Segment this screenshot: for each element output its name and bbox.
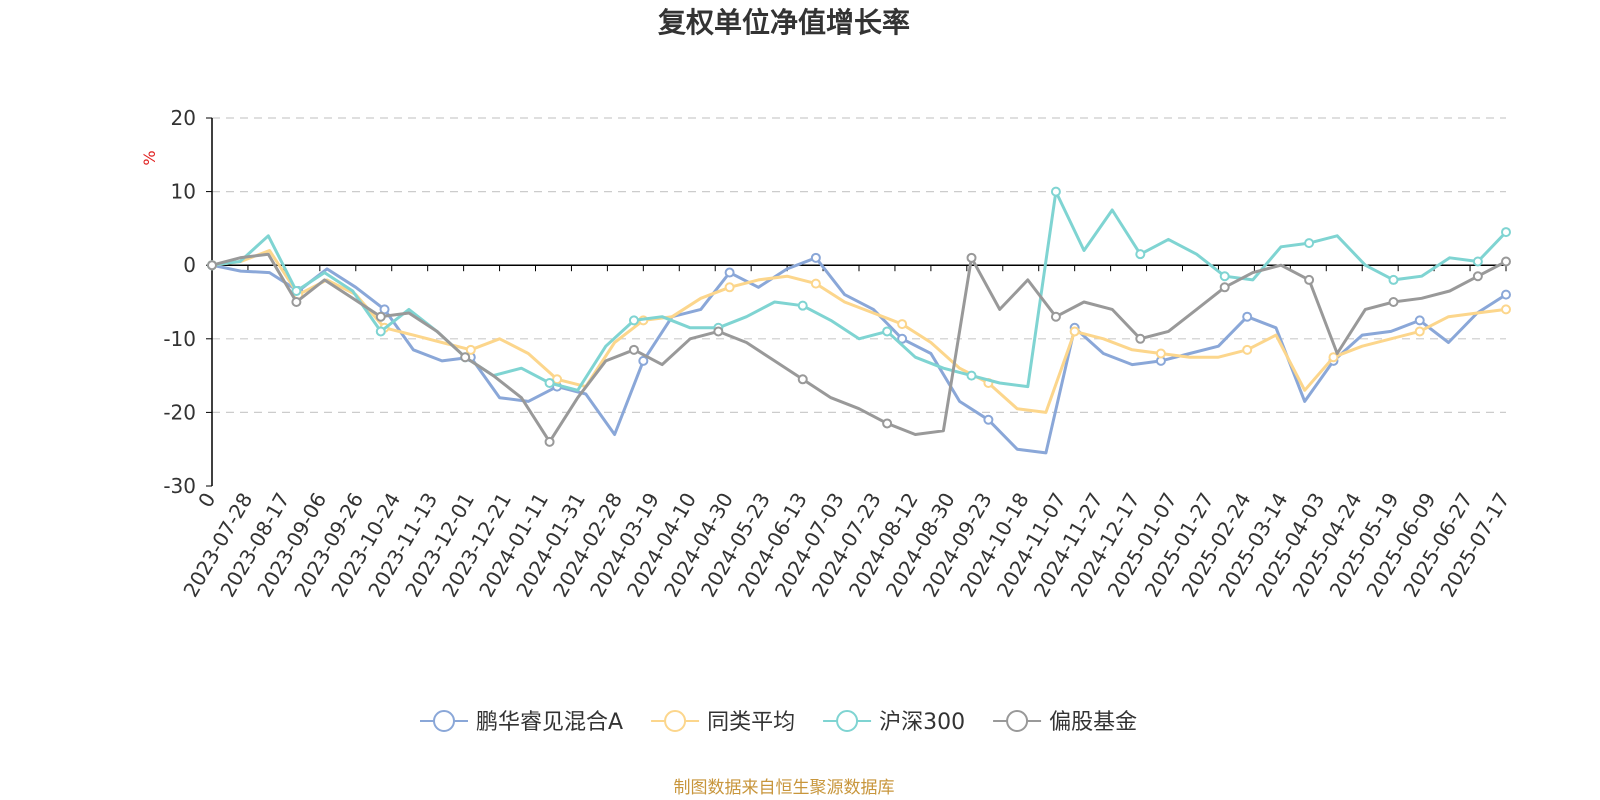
series-line	[211, 252, 1507, 444]
series-lines	[207, 186, 1511, 455]
axes: 20100-10-20-3002023-07-282023-08-172023-…	[163, 106, 1514, 601]
y-tick-label: -10	[163, 327, 196, 351]
data-point	[638, 355, 649, 366]
data-point	[1135, 249, 1146, 260]
legend-label: 偏股基金	[1049, 710, 1137, 735]
data-point	[1472, 256, 1483, 267]
legend-marker	[836, 710, 859, 732]
data-point	[1050, 311, 1061, 322]
data-point	[1242, 344, 1253, 355]
data-point	[1219, 271, 1230, 282]
data-point	[810, 278, 821, 289]
source-note: 制图数据来自恒生聚源数据库	[674, 778, 895, 798]
y-tick-label: 0	[183, 253, 196, 277]
data-point	[552, 374, 563, 385]
data-point	[1304, 274, 1315, 285]
data-point	[1155, 348, 1166, 359]
y-tick-label: 20	[171, 106, 196, 130]
data-point	[291, 285, 302, 296]
legend-item: 同类平均	[651, 710, 795, 735]
x-tick-label: 0	[193, 489, 220, 512]
data-point	[1135, 333, 1146, 344]
data-point	[628, 315, 639, 326]
data-point	[966, 252, 977, 263]
data-point	[983, 414, 994, 425]
data-point	[1501, 227, 1511, 238]
data-point	[724, 282, 735, 293]
data-point	[797, 300, 808, 311]
data-point	[1501, 289, 1511, 300]
data-point	[544, 377, 555, 388]
data-point	[1414, 315, 1425, 326]
data-point	[797, 374, 808, 385]
data-point	[1388, 297, 1399, 307]
data-point	[291, 297, 302, 307]
y-axis-label: %	[140, 150, 159, 165]
data-point	[897, 333, 908, 344]
legend-item: 偏股基金	[993, 710, 1137, 735]
data-point	[1501, 304, 1511, 315]
data-point	[1328, 352, 1339, 363]
legend-label: 沪深300	[879, 710, 965, 735]
data-point	[713, 326, 724, 337]
data-point	[207, 260, 217, 271]
data-point	[1242, 311, 1253, 322]
data-point	[810, 252, 821, 263]
chart-title: 复权单位净值增长率	[658, 6, 910, 39]
data-point	[897, 319, 908, 330]
data-point	[460, 352, 471, 363]
data-point	[1501, 256, 1511, 267]
data-point	[724, 267, 735, 278]
data-point	[966, 370, 977, 381]
data-point	[375, 311, 386, 322]
legend-marker	[1006, 710, 1029, 732]
legend-label: 同类平均	[707, 710, 795, 735]
data-point	[1069, 326, 1080, 337]
data-point	[1304, 238, 1315, 249]
legend-item: 鹏华睿见混合A	[420, 710, 623, 735]
data-point	[465, 344, 476, 355]
y-tick-label: 10	[171, 180, 196, 204]
data-point	[544, 436, 555, 447]
data-point	[375, 326, 386, 337]
legend-marker	[664, 710, 687, 732]
data-point	[379, 304, 390, 315]
legend-marker	[433, 710, 455, 732]
y-tick-label: -30	[163, 474, 196, 498]
legend: 鹏华睿见混合A 同类平均 沪深300 偏股基金	[420, 710, 1137, 735]
data-point	[628, 344, 639, 355]
data-point	[1388, 274, 1399, 285]
data-point	[882, 418, 893, 429]
legend-label: 鹏华睿见混合A	[476, 710, 623, 735]
data-point	[1050, 186, 1061, 197]
y-tick-label: -20	[163, 400, 196, 424]
data-point	[1219, 282, 1230, 293]
legend-item: 沪深300	[823, 710, 965, 735]
data-point	[882, 326, 893, 337]
data-point	[1472, 271, 1483, 282]
series-line	[211, 249, 1507, 414]
data-point	[1414, 326, 1425, 337]
